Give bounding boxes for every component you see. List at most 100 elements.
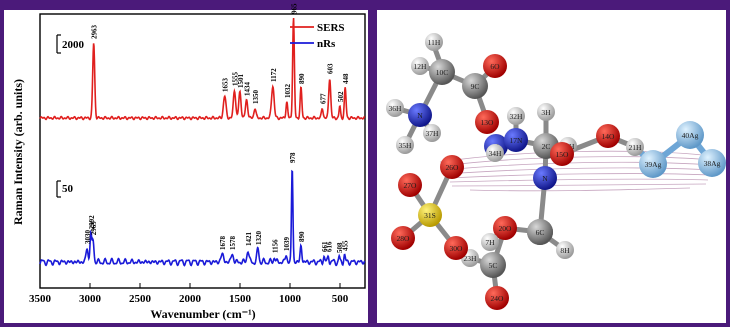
atom-sphere — [483, 54, 507, 78]
atom-label: 38Ag — [704, 159, 721, 168]
atom-h: 12H — [411, 57, 429, 75]
atom-sphere — [462, 73, 488, 99]
atom-sphere — [398, 173, 422, 197]
atom-sphere — [596, 124, 620, 148]
atom-label: 12H — [414, 62, 428, 71]
atom-h: 36H — [386, 99, 404, 117]
y-axis-label: Raman Intensity (arb. units) — [11, 79, 25, 225]
atom-label: 2C — [542, 142, 551, 151]
atom-sphere — [533, 166, 557, 190]
atom-label: N — [542, 174, 548, 183]
x-ticks: 3500 3000 2500 2000 1500 1000 500 — [29, 283, 349, 305]
atom-c: 9C — [462, 73, 488, 99]
peak-label: 1421 — [245, 232, 253, 247]
peak-label: 616 — [325, 241, 333, 252]
plot-frame — [39, 13, 366, 289]
peak-label: 1156 — [271, 239, 279, 253]
atom-sphere — [481, 233, 499, 251]
atom-n: N — [408, 103, 432, 127]
x-tick-label: 2500 — [129, 293, 152, 305]
atom-label: 5C — [489, 261, 498, 270]
x-tick-label: 500 — [332, 293, 349, 305]
atom-label: 32H — [510, 112, 524, 121]
atom-sphere — [475, 110, 499, 134]
scale-bar-sers-label: 2000 — [62, 39, 85, 51]
atom-sphere — [485, 286, 509, 310]
peak-label: 661 — [321, 241, 329, 252]
peak-label: 448 — [342, 73, 350, 84]
atom-sphere — [423, 124, 441, 142]
peak-label: 1501 — [237, 74, 245, 89]
legend-label-sers: SERS — [317, 22, 345, 34]
x-tick-label: 3500 — [29, 293, 52, 305]
atom-sphere — [444, 236, 468, 260]
atom-label: 20O — [499, 224, 513, 233]
atom-label: 8H — [560, 246, 570, 255]
atom-sphere — [391, 226, 415, 250]
atom-c: 10C — [429, 59, 455, 85]
atom-label: 23H — [464, 254, 478, 263]
sers-spectrum-line — [39, 17, 366, 121]
nrs-spectrum-line — [39, 169, 366, 267]
atom-label: 11H — [428, 38, 441, 47]
atom-s: 31S — [418, 203, 442, 227]
atom-label: 30O — [450, 244, 464, 253]
atom-sphere — [411, 57, 429, 75]
atom-ag: 40Ag — [676, 121, 704, 149]
atom-sphere — [418, 203, 442, 227]
atom-o: 27O — [398, 173, 422, 197]
atom-c: 6C — [527, 219, 553, 245]
peak-label: 1578 — [229, 236, 237, 251]
atom-o: 24O — [485, 286, 509, 310]
atom-o: 15O — [550, 142, 574, 166]
atom-sphere — [486, 144, 504, 162]
atom-sphere — [676, 121, 704, 149]
peak-label: 890 — [298, 73, 306, 84]
atom-label: 10C — [436, 68, 449, 77]
atom-label: 6O — [490, 62, 500, 71]
atom-sphere — [626, 138, 644, 156]
atom-sphere — [504, 128, 528, 152]
atom-o: 13O — [475, 110, 499, 134]
atom-sphere — [527, 219, 553, 245]
peak-label: 677 — [319, 93, 327, 104]
atom-sphere — [537, 103, 555, 121]
peak-label: 978 — [289, 152, 297, 163]
atom-label: 24O — [491, 294, 505, 303]
atom-label: 37H — [426, 129, 440, 138]
atom-h: 37H — [423, 124, 441, 142]
peak-label: 1320 — [255, 231, 263, 246]
atom-sphere — [396, 136, 414, 154]
atom-label: 26O — [446, 163, 460, 172]
atom-label: N — [417, 111, 423, 120]
atom-h: 21H — [626, 138, 644, 156]
atom-sphere — [493, 216, 517, 240]
atom-o: 14O — [596, 124, 620, 148]
atom-label: 31S — [424, 211, 436, 220]
atom-label: 13O — [481, 118, 495, 127]
atom-sphere — [507, 107, 525, 125]
scale-bar-sers: 2000 — [56, 34, 85, 54]
atom-label: 7H — [485, 238, 495, 247]
atom-label: 27O — [404, 181, 418, 190]
atom-sphere — [480, 252, 506, 278]
peak-label: 1434 — [244, 82, 252, 97]
legend: SERS nRs — [290, 22, 345, 50]
peak-label: 2963 — [91, 25, 99, 40]
atom-sphere — [639, 150, 667, 178]
atom-label: 35H — [399, 141, 413, 150]
atom-sphere — [550, 142, 574, 166]
x-tick-label: 1500 — [229, 293, 252, 305]
atom-ag: 39Ag — [639, 150, 667, 178]
atom-label: 40Ag — [682, 131, 699, 140]
atom-label: 36H — [389, 104, 403, 113]
atom-sphere — [556, 241, 574, 259]
legend-label-nrs: nRs — [317, 38, 336, 50]
peak-label: 1653 — [222, 78, 230, 93]
atom-label: 9C — [471, 82, 480, 91]
peak-label: 1039 — [283, 237, 291, 252]
atom-sphere — [698, 149, 726, 177]
peak-label: 2969 — [90, 221, 98, 236]
peak-label: 508 — [336, 242, 344, 253]
